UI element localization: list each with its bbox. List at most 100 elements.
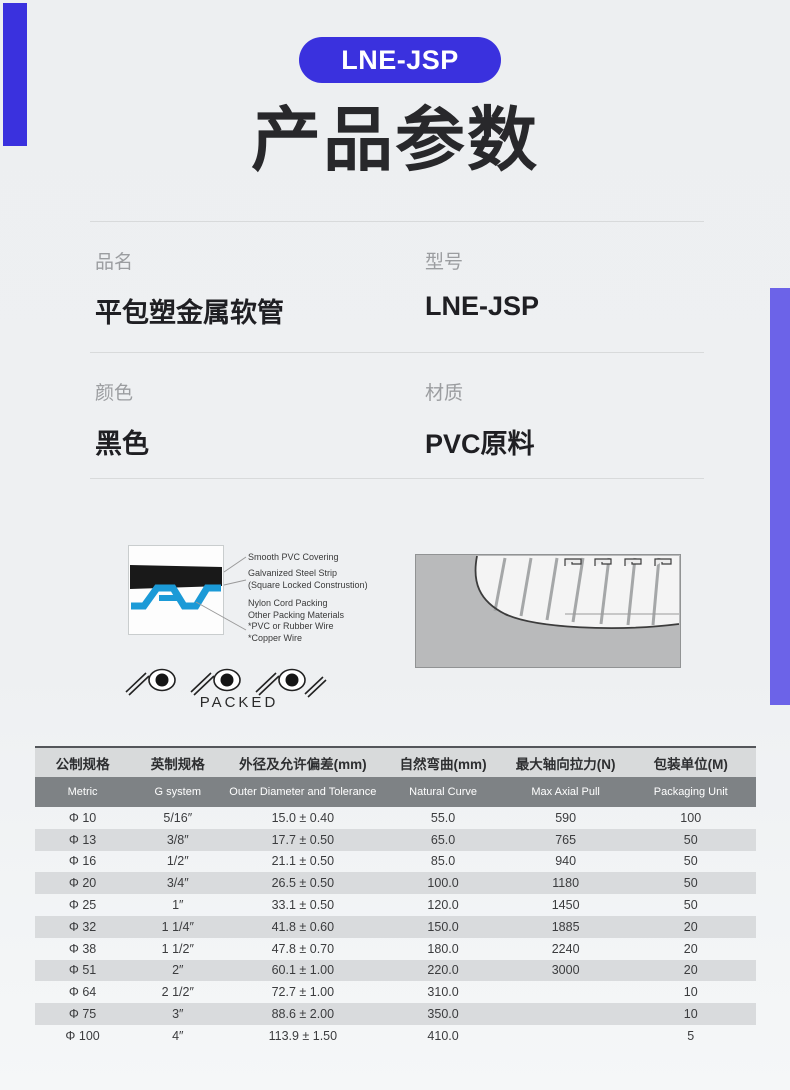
col-header-en: Metric	[35, 777, 131, 807]
table-cell: 100	[680, 810, 702, 825]
table-cell: 113.9 ± 1.50	[268, 1028, 338, 1043]
pvc-covering-band	[130, 565, 222, 589]
table-cell: 310.0	[427, 985, 459, 1000]
table-cell: 3″	[172, 1007, 184, 1022]
table-cell: 60.1 ± 1.00	[271, 963, 335, 978]
table-cell: 2 1/2″	[161, 985, 194, 1000]
table-cell: 47.8 ± 0.70	[271, 941, 335, 956]
table-cell: 180.0	[427, 941, 459, 956]
table-cell: 1 1/2″	[161, 941, 194, 956]
right-accent-bar	[770, 288, 790, 705]
table-cell: 765	[555, 832, 577, 847]
table-cell: Φ 32	[68, 919, 97, 934]
field-value: 黑色	[95, 429, 149, 459]
info-field-color: 颜色 黑色	[95, 378, 149, 461]
table-cell: 20	[683, 941, 698, 956]
table-row: Φ 10 5/16″ 15.0 ± 0.40 55.0 590 100	[35, 807, 756, 829]
table-cell: 50	[683, 832, 698, 847]
table-cell: 50	[683, 898, 698, 913]
table-row: Φ 75 3″ 88.6 ± 2.00 350.0 10	[35, 1003, 756, 1025]
table-cell: 2″	[172, 963, 184, 978]
table-cell: 20	[683, 919, 698, 934]
left-accent-bar	[3, 3, 27, 146]
callout-smooth-pvc: Smooth PVC Covering	[248, 552, 339, 564]
table-cell: 20	[683, 963, 698, 978]
table-cell	[506, 1003, 626, 1025]
callout-line: (Square Locked Construstion)	[248, 579, 368, 590]
table-cell: Φ 13	[68, 832, 97, 847]
col-header-zh: 自然弯曲(mm)	[380, 748, 506, 777]
spec-table: 公制规格 英制规格 外径及允许偏差(mm) 自然弯曲(mm) 最大轴向拉力(N) 包装单位…	[35, 746, 756, 1047]
table-cell	[506, 981, 626, 1003]
field-value: LNE-JSP	[425, 291, 540, 321]
field-value: 平包塑金属软管	[95, 298, 284, 328]
callout-packing: Nylon Cord Packing Other Packing Materia…	[248, 598, 344, 644]
col-header-zh: 外径及允许偏差(mm)	[225, 748, 381, 777]
table-cell: 72.7 ± 1.00	[271, 985, 335, 1000]
packed-profile-drawing	[125, 668, 327, 698]
table-cell: 41.8 ± 0.60	[271, 919, 335, 934]
table-cell: 1885	[551, 919, 580, 934]
table-header-zh: 公制规格 英制规格 外径及允许偏差(mm) 自然弯曲(mm) 最大轴向拉力(N) 包装单位…	[35, 748, 756, 777]
col-header-en: G system	[130, 777, 226, 807]
field-label: 颜色	[95, 383, 134, 404]
info-field-model: 型号 LNE-JSP	[425, 247, 539, 322]
table-cell: Φ 100	[65, 1028, 100, 1043]
table-cell: 55.0	[430, 810, 456, 825]
table-cell: 410.0	[427, 1028, 459, 1043]
table-cell: Φ 10	[68, 810, 97, 825]
table-cell: 21.1 ± 0.50	[271, 854, 335, 869]
table-cell: 1 1/4″	[161, 919, 194, 934]
callout-line: Galvanized Steel Strip	[248, 568, 338, 578]
callout-steel-strip: Galvanized Steel Strip (Square Locked Co…	[248, 568, 368, 591]
table-cell: 940	[555, 854, 577, 869]
table-cell: 120.0	[427, 898, 459, 913]
table-cell: 26.5 ± 0.50	[271, 876, 335, 891]
callout-line: Smooth PVC Covering	[248, 552, 339, 562]
info-field-material: 材质 PVC原料	[425, 378, 535, 461]
col-header-zh: 最大轴向拉力(N)	[505, 748, 626, 777]
table-row: Φ 32 1 1/4″ 41.8 ± 0.60 150.0 1885 20	[35, 915, 756, 938]
table-cell: 33.1 ± 0.50	[271, 898, 335, 913]
table-cell: Φ 64	[68, 985, 97, 1000]
table-cell: 5/16″	[163, 810, 193, 825]
table-row: Φ 25 1″ 33.1 ± 0.50 120.0 1450 50	[35, 894, 756, 916]
model-badge-text: LNE-JSP	[341, 44, 459, 75]
callout-line: Nylon Cord Packing	[248, 598, 328, 608]
field-label: 材质	[425, 383, 464, 404]
table-cell: 50	[683, 854, 698, 869]
table-cell: 5	[687, 1028, 695, 1043]
table-cell: 2240	[551, 941, 580, 956]
col-header-zh: 英制规格	[130, 748, 226, 777]
table-cell: 220.0	[427, 963, 459, 978]
table-cell: Φ 16	[68, 854, 97, 869]
col-header-en: Packaging Unit	[625, 777, 756, 807]
table-row: Φ 16 1/2″ 21.1 ± 0.50 85.0 940 50	[35, 851, 756, 873]
table-cell: 350.0	[427, 1007, 459, 1022]
info-divider-1	[90, 221, 704, 222]
table-cell: 3000	[551, 963, 580, 978]
info-field-name: 品名 平包塑金属软管	[95, 247, 284, 330]
info-divider-2	[90, 352, 704, 353]
field-label: 型号	[425, 252, 464, 273]
table-row: Φ 38 1 1/2″ 47.8 ± 0.70 180.0 2240 20	[35, 938, 756, 960]
table-row: Φ 100 4″ 113.9 ± 1.50 410.0 5	[35, 1025, 756, 1047]
table-cell: Φ 38	[68, 941, 97, 956]
table-cell: 85.0	[430, 854, 456, 869]
table-cell: 10	[683, 1007, 698, 1022]
table-cell: 100.0	[427, 876, 459, 891]
col-header-en: Outer Diameter and Tolerance	[225, 777, 381, 807]
table-cell	[506, 1025, 626, 1047]
info-divider-3	[90, 478, 704, 479]
table-cell: 15.0 ± 0.40	[271, 810, 335, 825]
table-cell: 50	[683, 876, 698, 891]
table-cell: 17.7 ± 0.50	[271, 832, 335, 847]
page-title: 产品参数	[251, 101, 539, 179]
col-header-zh: 包装单位(M)	[625, 748, 756, 777]
table-row: Φ 20 3/4″ 26.5 ± 0.50 100.0 1180 50	[35, 872, 756, 895]
table-row: Φ 51 2″ 60.1 ± 1.00 220.0 3000 20	[35, 959, 756, 982]
col-header-zh: 公制规格	[35, 748, 131, 777]
table-row: Φ 64 2 1/2″ 72.7 ± 1.00 310.0 10	[35, 981, 756, 1003]
conduit-illustration	[415, 554, 681, 668]
col-header-en: Max Axial Pull	[505, 777, 626, 807]
